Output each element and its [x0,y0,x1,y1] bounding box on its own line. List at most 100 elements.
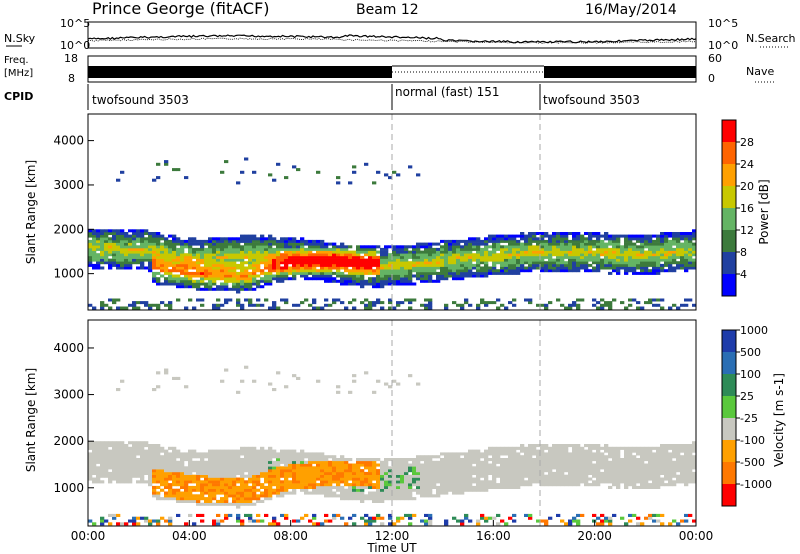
velocity-cell-1762 [504,477,509,481]
power-cell-1271 [376,261,381,265]
power-cell-1642 [472,271,477,275]
velocity-cell-679 [240,499,245,503]
velocity-cell-2285 [644,516,649,520]
velocity-cell-1619 [464,466,469,470]
power-cell-1862 [528,237,533,241]
power-cell-1452 [420,245,425,249]
velocity-cell-2246 [632,469,637,473]
power-cell-1124 [340,261,345,265]
power-cell-2223 [628,303,633,307]
velocity-cell-206 [140,469,145,473]
velocity-cell-1231 [368,491,373,495]
power-cell-785 [260,285,265,289]
power-cell-1377 [400,245,405,249]
power-cell-1654 [476,303,481,307]
power-cell-969 [300,247,305,251]
velocity-cell-444 [192,480,197,484]
velocity-cell-2374 [664,455,669,459]
power-cell-699 [244,298,249,302]
velocity-cell-2022 [572,466,577,470]
velocity-cell-250 [152,491,157,495]
power-cell-1604 [460,253,465,257]
velocity-cell-1291 [380,466,385,470]
velocity-cell-2326 [652,463,657,467]
velocity-cell-716 [244,452,249,456]
velocity-cell-1716 [492,480,497,484]
power-cell-2197 [620,266,625,270]
velocity-cell-1458 [424,491,429,495]
velocity-cell-821 [268,494,273,498]
velocity-cell-1871 [532,463,537,467]
power-cell-1064 [324,255,329,259]
power-cell-576 [220,271,225,275]
power-cell-1077 [328,263,333,267]
velocity-cell-1362 [400,516,405,520]
velocity-cell-698 [240,379,245,383]
power-cell-1249 [372,271,377,275]
velocity-cell-163 [128,460,133,464]
velocity-cell-551 [216,513,221,517]
power-cell-2004 [568,261,573,265]
velocity-cell-18 [92,469,97,473]
velocity-cell-1769 [504,458,509,462]
power-cell-282 [156,245,161,249]
velocity-cell-1836 [524,480,529,484]
velocity-cell-2357 [660,463,665,467]
velocity-cell-1575 [452,455,457,459]
velocity-cell-996 [308,471,313,475]
velocity-cell-2359 [660,458,665,462]
velocity-cell-195 [136,458,141,462]
velocity-cell-746 [252,494,257,498]
velocity-cell-616 [228,494,233,498]
power-cell-536 [212,269,217,273]
power-cell-962 [300,266,305,270]
velocity-cell-2316 [652,519,657,523]
power-cell-1985 [564,269,569,273]
power-cell-525 [208,242,213,246]
velocity-cell-965 [300,471,305,475]
velocity-cell-1260 [376,516,381,520]
power-cell-820 [268,282,273,286]
power-cell-2139 [604,261,609,265]
power-cell-1458 [424,277,429,281]
velocity-cell-1023 [316,488,321,492]
velocity-cell-59 [100,441,105,445]
power-cell-2008 [568,250,573,254]
power-cell-976 [304,274,309,278]
power-cell-1599 [460,266,465,270]
power-cell-2334 [656,271,661,275]
velocity-cell-1137 [344,483,349,487]
power-cell-1113 [336,245,341,249]
velocity-cell-1492 [432,485,437,489]
velocity-cell-2169 [612,477,617,481]
power-cell-1612 [464,271,469,275]
velocity-cell-1874 [532,452,537,456]
power-cell-213 [140,237,145,241]
power-cell-160 [128,255,133,259]
velocity-cell-2147 [604,449,609,453]
power-cell-1736 [496,253,501,257]
power-cell-1743 [500,303,505,307]
velocity-cell-1596 [460,488,465,492]
velocity-cell-1520 [440,480,445,484]
power-cell-872 [276,245,281,249]
power-cell-2102 [592,234,597,238]
velocity-cell-1346 [396,497,401,501]
velocity-cell-1178 [352,374,357,378]
velocity-cell-229 [144,444,149,448]
velocity-cell-638 [232,488,237,492]
power-cell-1764 [504,258,509,262]
velocity-cell-849 [272,471,277,475]
power-cell-1386 [404,263,409,267]
velocity-cell-510 [208,497,213,501]
velocity-cell-2430 [680,460,685,464]
power-cell-1930 [548,253,553,257]
power-cell-1946 [552,245,557,249]
power-cell-27 [92,232,97,235]
power-cell-647 [232,250,237,254]
power-cell-428 [188,261,193,265]
velocity-cell-1859 [528,458,533,462]
velocity-cell-1215 [364,485,369,489]
velocity-cell-311 [164,483,169,487]
power-cell-943 [296,303,301,307]
